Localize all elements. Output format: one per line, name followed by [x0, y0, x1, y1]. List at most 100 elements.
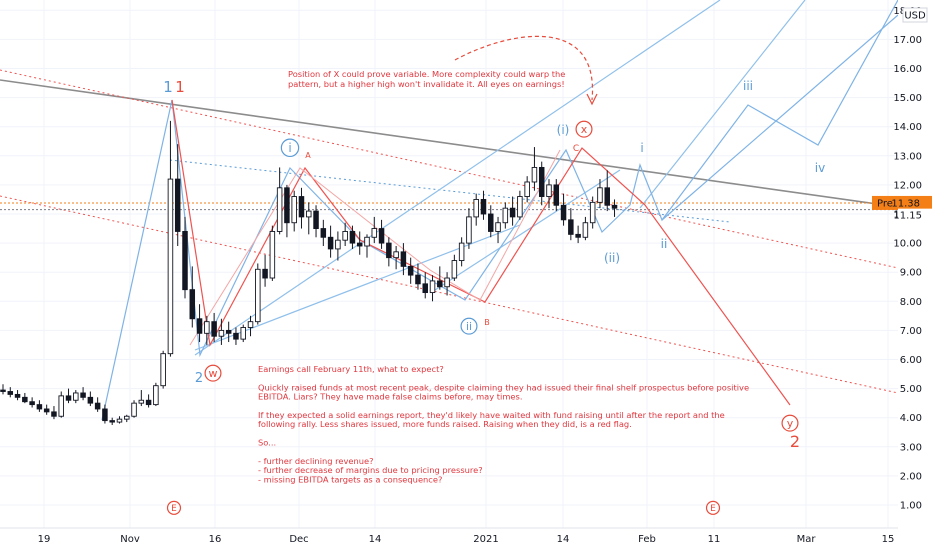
candle: [80, 387, 86, 401]
blue-dotted-line: [169, 159, 731, 223]
time-tick-label: 19: [38, 534, 51, 545]
candle: [153, 382, 159, 407]
candle: [29, 397, 35, 408]
price-tick-label: 17.00: [893, 35, 922, 46]
candle-body: [145, 399, 152, 406]
candle-body: [488, 213, 494, 232]
candle: [335, 231, 341, 261]
price-tick-label: 15.00: [893, 93, 922, 104]
wave-label-x: x: [581, 123, 588, 136]
candle-body: [51, 411, 57, 417]
candle: [437, 266, 443, 290]
candle: [320, 219, 327, 247]
price-tick-label: 13.00: [893, 151, 922, 162]
candle-body: [444, 277, 450, 288]
price-tick-label: 4.00: [900, 413, 922, 424]
candle: [553, 179, 560, 212]
candle-body: [7, 391, 14, 395]
candle-body: [29, 401, 35, 406]
price-tick-label: 10.00: [893, 239, 922, 250]
candle-body: [174, 178, 181, 232]
blue-channel-lower-2: [434, 169, 621, 291]
pre-price-badge: [872, 195, 932, 210]
candle: [415, 263, 421, 290]
candle-body: [153, 385, 159, 406]
candle-body: [386, 242, 392, 259]
candle-body: [225, 329, 232, 334]
candle-body: [597, 187, 603, 203]
bottom-note-line: Quickly raised funds at most recent peak…: [258, 382, 749, 392]
wave-label-1-red: 1: [175, 78, 185, 96]
candle: [233, 327, 239, 345]
red-wave-path: [171, 99, 791, 406]
candle-body: [400, 251, 407, 267]
candle: [247, 315, 254, 337]
candle: [138, 390, 145, 407]
bottom-note-line: So...: [258, 438, 276, 448]
wave-label-y: y: [787, 417, 794, 430]
candle: [94, 397, 101, 412]
candle-body: [604, 187, 610, 206]
candle: [422, 272, 428, 299]
time-tick-label: 16: [209, 534, 222, 545]
candle-body: [371, 228, 378, 238]
candle: [597, 179, 603, 209]
candle-body: [611, 204, 618, 209]
candle-body: [247, 321, 254, 328]
grid: [0, 0, 898, 528]
candle: [488, 205, 494, 238]
candle-body: [306, 210, 312, 218]
candle-body: [160, 353, 166, 387]
candle: [524, 176, 530, 203]
candle-body: [233, 332, 239, 340]
top-note-line: Position of X could prove variable. More…: [288, 69, 565, 79]
time-axis[interactable]: 19 Nov 16 Dec 14 2021 14 Feb 11 Mar 15: [0, 527, 932, 550]
pre-price-badge-value: 11.38: [891, 198, 920, 209]
blue-projection: [661, 14, 899, 221]
time-tick-label: Dec: [289, 534, 308, 545]
price-tick-label: 12.00: [893, 180, 922, 191]
last-price-badge: [898, 208, 932, 222]
candle: [262, 254, 268, 287]
candle-body: [407, 265, 414, 276]
price-axis[interactable]: 1.00 2.00 3.00 4.00 5.00 6.00 7.00 8.00 9.00 10.0…: [872, 0, 932, 550]
candle: [225, 321, 232, 343]
price-axis-bg: [898, 0, 932, 550]
candle: [349, 225, 356, 249]
candle: [604, 170, 610, 212]
notes: Position of X could prove variable. More…: [258, 69, 749, 484]
candle-body: [196, 318, 203, 334]
currency-label: USD: [904, 11, 926, 22]
candle-body: [262, 268, 268, 279]
candle-body: [327, 236, 334, 250]
candle: [218, 318, 225, 345]
red-channel-upper: [0, 69, 899, 269]
candle-body: [495, 222, 501, 232]
wave-label-B: B: [484, 318, 490, 327]
wave-label-i-small: i: [640, 141, 643, 155]
candle: [269, 225, 276, 281]
candle-body: [124, 415, 130, 420]
candle: [560, 193, 567, 226]
candle-body: [218, 329, 225, 337]
blue-channel-upper: [194, 0, 721, 356]
wave-label-iii: iii: [743, 79, 753, 93]
candle-body: [298, 196, 305, 218]
wave-label-ii-circle: [460, 317, 478, 335]
price-tick-label: 3.00: [900, 442, 922, 453]
candle-body: [553, 184, 560, 206]
candle: [429, 275, 436, 302]
price-tick-label: 14.00: [893, 122, 922, 133]
candle: [73, 390, 79, 404]
candle-body: [22, 396, 28, 403]
candle-body: [458, 242, 465, 262]
wave-label-2-blue: 2: [195, 371, 203, 386]
red-corrective-path: [189, 149, 561, 346]
candle-body: [342, 231, 348, 241]
candle-body: [582, 222, 589, 238]
candle-body: [524, 181, 530, 197]
candle: [255, 263, 261, 325]
candle-body: [502, 207, 509, 224]
